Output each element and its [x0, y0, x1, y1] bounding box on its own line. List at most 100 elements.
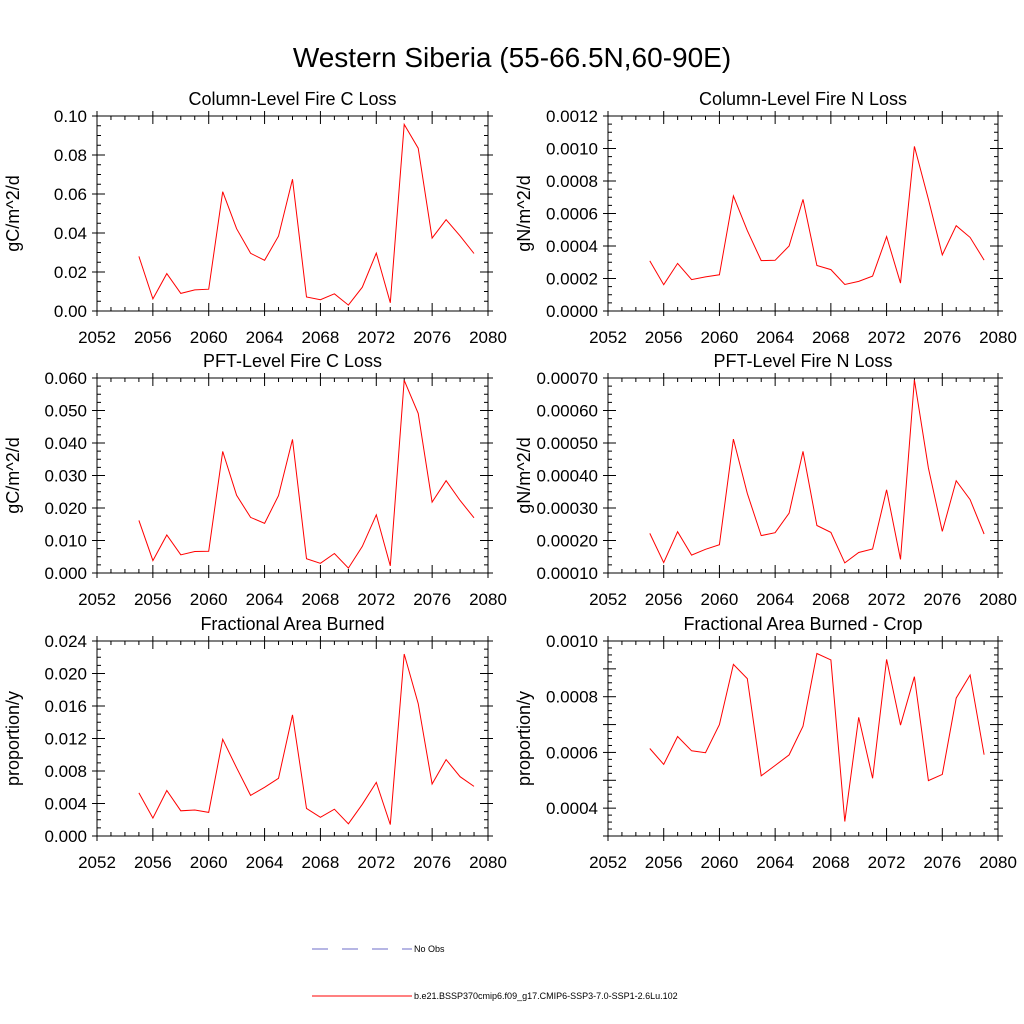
x-tick-label: 2080 — [979, 328, 1017, 347]
panel-column-level-fire-c-loss: Column-Level Fire C Loss gC/m^2/d 2052 2056… — [3, 89, 507, 347]
x-tick-label: 2060 — [701, 853, 739, 872]
y-tick-label: 0.060 — [44, 369, 87, 388]
y-tick-label: 0.012 — [44, 730, 87, 749]
x-tick-label: 2072 — [357, 853, 395, 872]
x-tick-label: 2072 — [868, 328, 906, 347]
y-tick-label: 0.00020 — [537, 532, 598, 551]
x-tick-label: 2068 — [812, 590, 850, 609]
y-tick-label: 0.050 — [44, 402, 87, 421]
y-tick-label: 0.010 — [44, 532, 87, 551]
x-tick-label: 2060 — [190, 328, 228, 347]
figure-title: Western Siberia (55-66.5N,60-90E) — [293, 42, 731, 73]
y-tick-label: 0.004 — [44, 795, 87, 814]
y-axis-label: gC/m^2/d — [3, 437, 23, 513]
x-tick-label: 2056 — [134, 853, 172, 872]
plot-frame — [607, 115, 999, 312]
y-tick-label: 0.030 — [44, 467, 87, 486]
x-tick-label: 2060 — [701, 328, 739, 347]
y-axis-label: gN/m^2/d — [514, 175, 534, 251]
x-tick-label: 2076 — [413, 853, 451, 872]
x-tick-label: 2068 — [812, 328, 850, 347]
x-tick-label: 2052 — [78, 853, 116, 872]
y-tick-label: 0.040 — [44, 434, 87, 453]
y-tick-label: 0.020 — [44, 499, 87, 518]
plot-frame — [96, 115, 489, 312]
x-tick-label: 2064 — [246, 853, 284, 872]
y-tick-label: 0.0004 — [546, 237, 598, 256]
x-tick-label: 2076 — [923, 853, 961, 872]
y-tick-label: 0.000 — [44, 827, 87, 846]
x-tick-label: 2072 — [357, 328, 395, 347]
x-tick-label: 2076 — [413, 590, 451, 609]
x-tick-label: 2052 — [589, 328, 627, 347]
x-tick-label: 2080 — [469, 853, 507, 872]
x-tick-label: 2072 — [357, 590, 395, 609]
plot-frame — [96, 377, 489, 574]
y-tick-label: 0.02 — [54, 263, 87, 282]
y-tick-label: 0.0000 — [546, 302, 598, 321]
x-tick-label: 2076 — [923, 590, 961, 609]
panel-pft-level-fire-n-loss: PFT-Level Fire N Loss gN/m^2/d 2052 2056 206… — [514, 351, 1017, 609]
panel-title: Column-Level Fire N Loss — [699, 89, 907, 109]
x-tick-label: 2056 — [645, 328, 683, 347]
x-tick-label: 2052 — [78, 328, 116, 347]
panel-fractional-area-burned: Fractional Area Burned proportion/y 2052 20… — [3, 614, 507, 872]
y-tick-label: 0.000 — [44, 564, 87, 583]
y-tick-label: 0.020 — [44, 665, 87, 684]
y-tick-label: 0.00050 — [537, 434, 598, 453]
series-line-0 — [649, 146, 985, 286]
y-tick-label: 0.10 — [54, 107, 87, 126]
y-tick-label: 0.0006 — [546, 743, 598, 762]
y-tick-label: 0.0010 — [546, 632, 598, 651]
y-tick-label: 0.00070 — [537, 369, 598, 388]
x-tick-label: 2076 — [413, 328, 451, 347]
y-tick-label: 0.0010 — [546, 140, 598, 159]
y-tick-label: 0.024 — [44, 632, 87, 651]
plot-frame — [96, 640, 489, 837]
y-tick-label: 0.06 — [54, 185, 87, 204]
x-tick-label: 2056 — [645, 590, 683, 609]
y-tick-label: 0.0004 — [546, 799, 598, 818]
x-tick-label: 2052 — [589, 853, 627, 872]
y-tick-label: 0.0002 — [546, 270, 598, 289]
x-tick-label: 2080 — [469, 328, 507, 347]
y-tick-label: 0.00060 — [537, 402, 598, 421]
y-tick-label: 0.016 — [44, 697, 87, 716]
y-tick-label: 0.00010 — [537, 564, 598, 583]
x-tick-label: 2064 — [246, 328, 284, 347]
x-tick-label: 2072 — [868, 590, 906, 609]
y-axis-label: proportion/y — [514, 691, 534, 786]
y-tick-label: 0.00040 — [537, 467, 598, 486]
panel-title: Column-Level Fire C Loss — [188, 89, 396, 109]
y-tick-label: 0.0012 — [546, 107, 598, 126]
x-tick-label: 2060 — [190, 590, 228, 609]
panels: Column-Level Fire C Loss gC/m^2/d 2052 2056… — [3, 89, 1017, 872]
panel-title: Fractional Area Burned — [200, 614, 384, 634]
panel-pft-level-fire-c-loss: PFT-Level Fire C Loss gC/m^2/d 2052 2056 206… — [3, 351, 507, 609]
x-tick-label: 2080 — [469, 590, 507, 609]
series-line-0 — [138, 122, 475, 306]
y-tick-label: 0.0008 — [546, 688, 598, 707]
series-line-0 — [649, 652, 985, 822]
x-tick-label: 2068 — [302, 853, 340, 872]
x-tick-label: 2080 — [979, 853, 1017, 872]
x-tick-label: 2068 — [302, 328, 340, 347]
legend: No Obs b.e21.BSSP370cmip6.f09_g17.CMIP6-… — [312, 944, 678, 1001]
x-tick-label: 2068 — [812, 853, 850, 872]
legend-label-model: b.e21.BSSP370cmip6.f09_g17.CMIP6-SSP3-7.… — [414, 991, 678, 1001]
x-tick-label: 2064 — [756, 853, 794, 872]
x-tick-label: 2076 — [923, 328, 961, 347]
series-line-0 — [649, 379, 985, 564]
panel-title: PFT-Level Fire N Loss — [713, 351, 892, 371]
y-axis-label: proportion/y — [3, 691, 23, 786]
y-tick-label: 0.04 — [54, 224, 87, 243]
x-tick-label: 2064 — [756, 590, 794, 609]
y-tick-label: 0.008 — [44, 762, 87, 781]
x-tick-label: 2080 — [979, 590, 1017, 609]
y-tick-label: 0.0006 — [546, 205, 598, 224]
panel-fractional-area-burned-crop: Fractional Area Burned - Crop proportion/… — [514, 614, 1017, 872]
y-axis-label: gC/m^2/d — [3, 175, 23, 251]
series-line-0 — [138, 380, 475, 569]
y-tick-label: 0.00030 — [537, 499, 598, 518]
